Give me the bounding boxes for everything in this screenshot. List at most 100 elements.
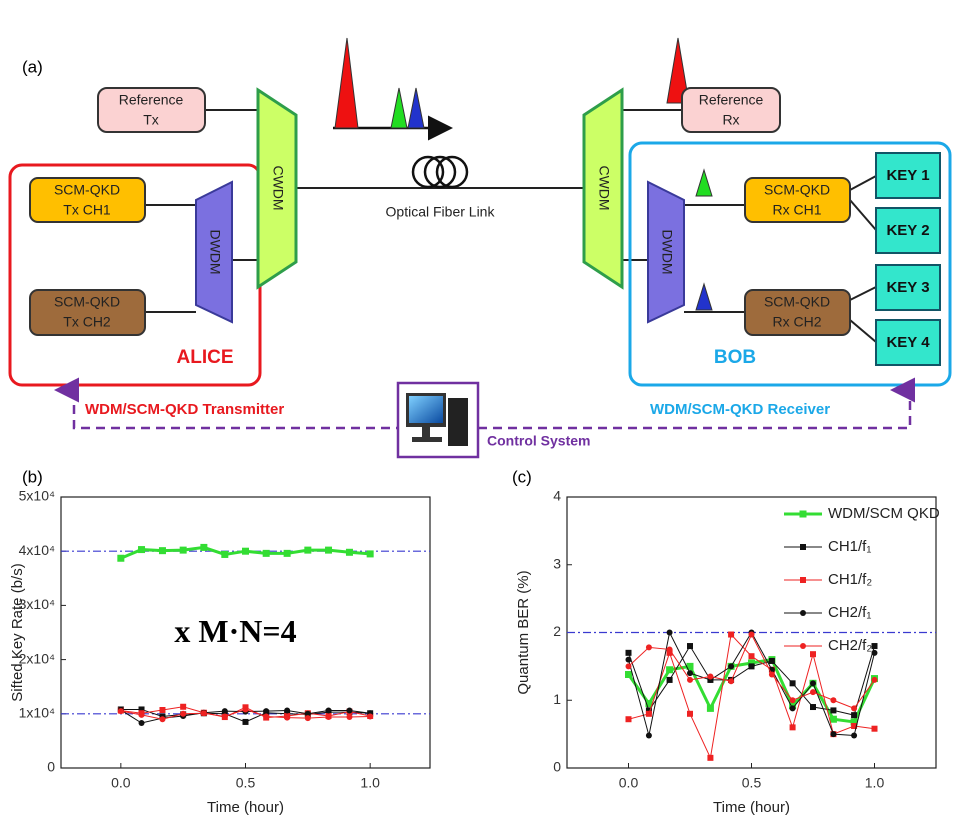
data-point	[159, 547, 166, 554]
data-point	[117, 555, 124, 562]
data-point	[626, 650, 632, 656]
y-tick-label: 1x10⁴	[19, 705, 55, 721]
data-point	[646, 732, 652, 738]
panel-label: (c)	[512, 467, 532, 486]
box-label: Reference	[119, 92, 184, 108]
computer-icon	[406, 393, 468, 446]
data-point	[222, 714, 228, 720]
data-point	[687, 677, 693, 683]
data-point	[221, 551, 228, 558]
box-label: SCM-QKD	[54, 182, 120, 198]
data-point	[626, 657, 632, 663]
legend-marker	[800, 544, 806, 550]
data-point	[284, 715, 290, 721]
data-point	[326, 708, 332, 714]
y-axis-title: Sifted Key Rate (b/s)	[9, 563, 26, 701]
panel-label: (b)	[22, 467, 43, 486]
data-point	[687, 670, 693, 676]
annotation: x M·N=4	[174, 613, 296, 649]
data-point	[830, 707, 836, 713]
data-point	[790, 705, 796, 711]
box-label: SCM-QKD	[54, 294, 120, 310]
key-label: KEY 2	[886, 222, 929, 239]
data-point	[138, 546, 145, 553]
box-label: Rx CH2	[772, 314, 821, 330]
data-point	[810, 704, 816, 710]
legend-label: CH2/f₁	[828, 604, 871, 621]
data-point	[346, 549, 353, 556]
x-axis-title: Time (hour)	[207, 799, 284, 816]
data-point	[284, 708, 290, 714]
data-point	[646, 711, 652, 717]
data-point	[666, 666, 673, 673]
data-point	[728, 663, 734, 669]
y-tick-label: 4x10⁴	[19, 542, 55, 558]
data-point	[810, 680, 816, 686]
fiber-label: Optical Fiber Link	[386, 204, 496, 220]
data-point	[304, 547, 311, 554]
alice-label: ALICE	[177, 347, 234, 368]
data-point	[242, 548, 249, 555]
x-tick-label: 0.0	[619, 775, 639, 791]
data-point	[872, 677, 878, 683]
y-axis-title: Quantum BER (%)	[515, 570, 532, 694]
data-point	[200, 544, 207, 551]
y-tick-label: 0	[47, 759, 55, 775]
data-point	[769, 658, 775, 664]
dwdm-label: DWDM	[659, 229, 675, 274]
data-point	[667, 630, 673, 636]
data-point	[687, 711, 693, 717]
data-point	[263, 708, 269, 714]
box-label: Tx CH1	[63, 202, 111, 218]
diagram: (a) Optical Fiber Link Reference Tx Refe…	[10, 38, 950, 457]
transmitter-label: WDM/SCM-QKD Transmitter	[85, 401, 284, 418]
data-point	[325, 547, 332, 554]
data-point	[749, 653, 755, 659]
cwdm-label: CWDM	[270, 165, 286, 210]
pulse	[696, 170, 712, 196]
x-tick-label: 0.5	[236, 775, 256, 791]
y-tick-label: 3	[553, 555, 561, 571]
data-point	[687, 643, 693, 649]
data-point	[872, 726, 878, 732]
data-point	[872, 643, 878, 649]
data-point	[346, 708, 352, 714]
y-tick-label: 1	[553, 691, 561, 707]
data-point	[728, 632, 734, 638]
data-point	[222, 708, 228, 714]
data-point	[728, 678, 734, 684]
legend-label: CH1/f₁	[828, 538, 871, 555]
legend-marker	[800, 610, 806, 616]
key-label: KEY 1	[886, 167, 929, 184]
legend-marker	[800, 643, 806, 649]
box-label: Tx CH2	[63, 314, 111, 330]
data-point	[118, 708, 124, 714]
data-point	[626, 716, 632, 722]
x-axis-title: Time (hour)	[713, 799, 790, 816]
legend-label: WDM/SCM QKD	[828, 505, 940, 522]
data-point	[367, 714, 373, 720]
pulse	[391, 88, 407, 128]
data-point	[625, 671, 632, 678]
receiver-label: WDM/SCM-QKD Receiver	[650, 401, 830, 418]
data-point	[872, 650, 878, 656]
data-point	[159, 707, 165, 713]
data-point	[749, 632, 755, 638]
pulse	[335, 38, 358, 128]
key-label: KEY 3	[886, 279, 929, 296]
data-point	[810, 651, 816, 657]
legend-marker	[800, 577, 806, 583]
data-point	[810, 689, 816, 695]
dwdm-label: DWDM	[207, 229, 223, 274]
box-label: Reference	[699, 92, 764, 108]
bob-label: BOB	[714, 347, 756, 368]
cwdm-label: CWDM	[596, 165, 612, 210]
pulse	[408, 88, 424, 128]
data-point	[367, 550, 374, 557]
data-point	[790, 680, 796, 686]
data-point	[667, 677, 673, 683]
y-tick-label: 2	[553, 623, 561, 639]
data-point	[305, 715, 311, 721]
data-point	[346, 714, 352, 720]
data-point	[626, 663, 632, 669]
